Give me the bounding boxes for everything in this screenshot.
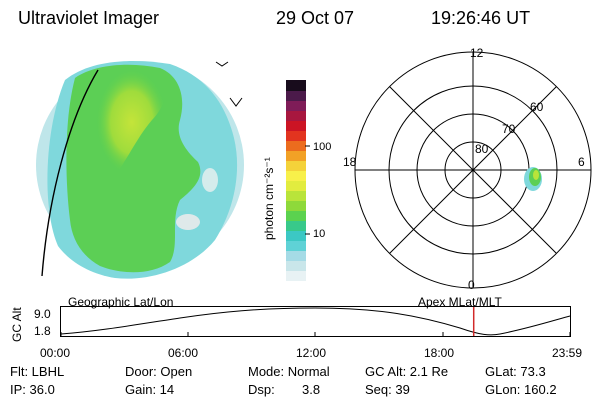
image-white-patch xyxy=(176,214,200,230)
colorbar-segment xyxy=(286,130,306,141)
time-tick-0: 00:00 xyxy=(40,346,71,360)
colorbar-segment xyxy=(286,230,306,241)
colorbar-segment xyxy=(286,270,306,281)
marker-caret-icon-2 xyxy=(229,97,243,107)
gain-info: Gain: 14 xyxy=(125,382,175,397)
mlt-label-bottom: 0 xyxy=(468,278,475,292)
colorbar-segment xyxy=(286,120,306,131)
filter-info: Flt: LBHL xyxy=(10,364,65,379)
seq-info: Seq: 39 xyxy=(365,382,410,397)
colorbar-segment xyxy=(286,140,306,151)
colorbar-label-100: 100 xyxy=(313,141,332,153)
dsp-label: Dsp: xyxy=(248,382,275,397)
colorbar-segment xyxy=(286,260,306,271)
altitude-curve xyxy=(60,307,571,336)
glat-info: GLat: 73.3 xyxy=(485,364,546,379)
polar-line-diag-2 xyxy=(389,86,557,254)
time-tick-4: 23:59 xyxy=(552,346,583,360)
colorbar-segment xyxy=(286,80,306,91)
timeline-left-title: Geographic Lat/Lon xyxy=(68,295,174,309)
time-tick-3: 18:00 xyxy=(424,346,455,360)
colorbar-segment xyxy=(286,180,306,191)
time-tick-2: 12:00 xyxy=(296,346,327,360)
colorbar-segment xyxy=(286,150,306,161)
glon-info: GLon: 160.2 xyxy=(485,382,557,397)
timeline-right-title: Apex MLat/MLT xyxy=(418,295,502,309)
timeline-y-min: 1.8 xyxy=(34,324,51,338)
colorbar-segment xyxy=(286,250,306,261)
mlt-label-right: 6 xyxy=(578,155,585,169)
colorbar-label-10: 10 xyxy=(313,228,326,240)
mode-info: Mode: Normal xyxy=(248,364,330,379)
polar-aurora-core xyxy=(533,170,539,180)
timeline-plot xyxy=(60,306,571,337)
observation-date: 29 Oct 07 xyxy=(276,8,355,28)
observation-time: 19:26:46 UT xyxy=(431,8,531,28)
colorbar-segment xyxy=(286,190,306,201)
dsp-value: 3.8 xyxy=(302,382,321,397)
image-bright-core xyxy=(96,70,167,175)
colorbar-segment xyxy=(286,90,306,101)
time-tick-1: 06:00 xyxy=(168,346,199,360)
instrument-title: Ultraviolet Imager xyxy=(18,8,160,28)
colorbar-segment xyxy=(286,170,306,181)
timeline-y-max: 9.0 xyxy=(34,307,51,321)
polar-plot: 12 18 6 0 80 70 60 xyxy=(343,46,592,292)
colorbar-unit-label: photon cm⁻²s⁻¹ xyxy=(262,157,276,240)
colorbar-segment xyxy=(286,210,306,221)
mlt-label-left: 18 xyxy=(343,155,357,169)
lat-label-80: 80 xyxy=(475,142,489,156)
colorbar-segment xyxy=(286,240,306,251)
timeline-axis-label: GC Alt xyxy=(10,307,24,342)
marker-caret-icon xyxy=(215,61,229,67)
colorbar-segment xyxy=(286,220,306,231)
door-info: Door: Open xyxy=(125,364,193,379)
colorbar-segment xyxy=(286,200,306,211)
timeline-frame xyxy=(60,306,571,337)
colorbar-segment xyxy=(286,110,306,121)
colorbar-ticks xyxy=(305,145,310,235)
colorbar xyxy=(286,80,306,281)
lat-label-70: 70 xyxy=(502,122,516,136)
mlt-label-top: 12 xyxy=(470,46,484,60)
colorbar-segment xyxy=(286,100,306,111)
ip-info: IP: 36.0 xyxy=(10,382,55,397)
lat-label-60: 60 xyxy=(530,100,544,114)
image-limb-line xyxy=(41,69,99,277)
colorbar-segment xyxy=(286,160,306,171)
image-white-patch-2 xyxy=(202,168,218,192)
uv-image xyxy=(36,61,244,279)
gc-alt-info: GC Alt: 2.1 Re xyxy=(365,364,449,379)
